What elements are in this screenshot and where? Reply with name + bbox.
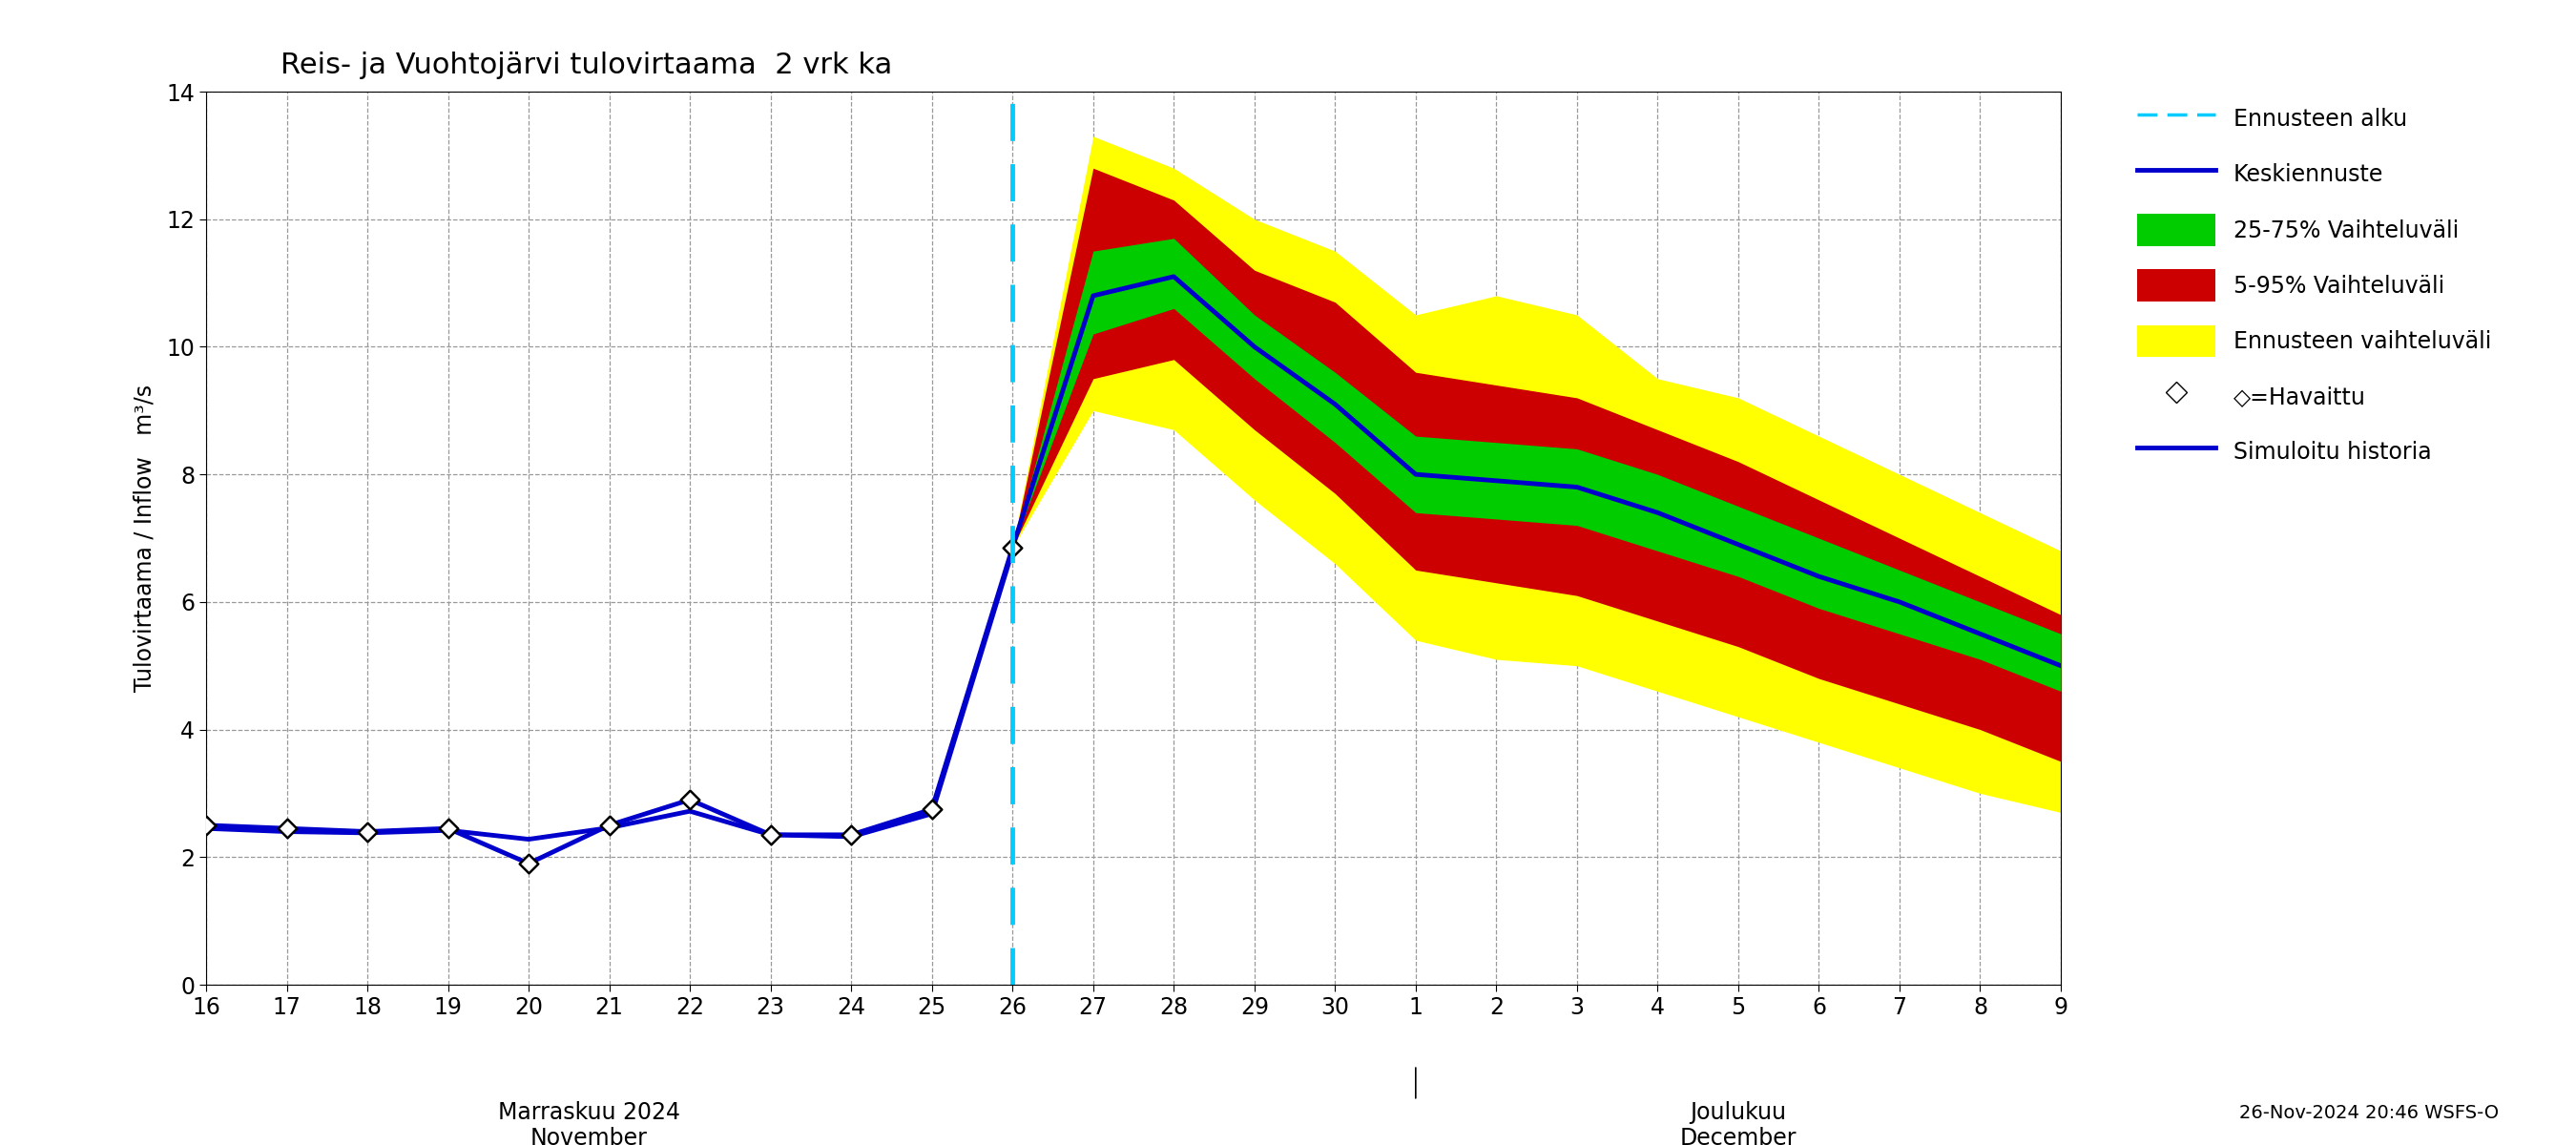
Text: 26-Nov-2024 20:46 WSFS-O: 26-Nov-2024 20:46 WSFS-O (2239, 1104, 2499, 1122)
Text: Reis- ja Vuohtojärvi tulovirtaama  2 vrk ka: Reis- ja Vuohtojärvi tulovirtaama 2 vrk … (281, 52, 891, 79)
Text: Joulukuu
December: Joulukuu December (1680, 1100, 1795, 1145)
Point (912, 800, 953, 819)
Point (185, 816, 227, 835)
Point (670, 790, 711, 808)
Point (829, 826, 871, 844)
Point (750, 826, 791, 844)
Point (992, 538, 1033, 556)
Point (507, 854, 549, 872)
Text: Marraskuu 2024
November: Marraskuu 2024 November (497, 1100, 680, 1145)
Y-axis label: Tulovirtaama / Inflow   m³/s: Tulovirtaama / Inflow m³/s (134, 385, 155, 692)
Point (265, 820, 307, 838)
Point (428, 820, 469, 838)
Point (348, 822, 389, 840)
Point (590, 816, 631, 835)
Legend: Ennusteen alku, Keskiennuste, 25-75% Vaihteluväli, 5-95% Vaihteluväli, Ennusteen: Ennusteen alku, Keskiennuste, 25-75% Vai… (2128, 94, 2501, 477)
